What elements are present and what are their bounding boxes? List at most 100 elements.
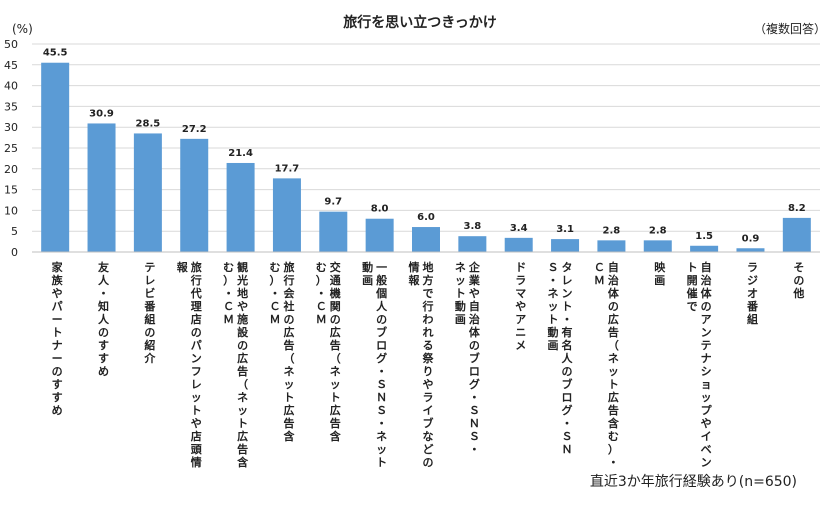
category-char: マ [515,287,526,300]
value-label: 6.0 [417,212,435,223]
y-tick-label: 5 [11,225,18,238]
category-char: の [237,339,248,352]
category-char: ト [455,287,466,300]
category-char: 店 [191,429,202,443]
category-char: 報 [177,260,189,274]
category-char: ト [191,404,202,417]
bar [87,123,116,253]
category-char: 報 [409,273,421,287]
y-tick-label: 45 [4,59,18,72]
category-char: す [52,378,63,391]
category-char: テ [701,339,712,352]
value-label: 27.2 [182,124,207,135]
category-char: シ [701,365,712,378]
bar [133,133,162,252]
category-char: や [52,287,63,300]
category-char: プ [701,403,713,417]
category-char: 自 [469,299,480,313]
category-char: 告 [237,442,248,456]
category-char: Ｓ [469,430,480,443]
category-char: や [237,300,248,313]
bar [319,211,348,252]
category-char: 体 [608,286,620,300]
category-char: ネ [376,430,387,443]
category-char: 広 [608,390,619,404]
category-char: ・ [98,287,109,300]
category-char: 名 [562,338,573,352]
category-char: す [52,391,63,404]
category-char: 画 [654,274,665,287]
category-char: 告 [608,325,619,339]
value-label: 45.5 [43,48,68,59]
category-char: な [423,430,434,443]
category-char: む [223,261,234,274]
category-char: Ｃ [594,261,605,274]
category-char: ー [52,313,63,326]
bar [458,236,487,252]
value-label: 3.8 [463,221,481,232]
category-char: 会 [283,286,295,300]
value-label: 3.4 [510,223,528,234]
category-char: 治 [469,312,480,326]
category-char: む [269,261,280,274]
category-label: その他 [792,261,804,300]
category-char: （ [283,352,294,365]
category-char: イ [701,430,712,443]
category-char: の [376,313,387,326]
category-char: 介 [143,351,156,365]
value-label: 3.1 [556,224,574,235]
category-char: パ [52,300,63,313]
category-label: 映画 [654,260,666,287]
y-tick-label: 10 [4,204,18,217]
category-char: 広 [283,403,294,417]
category-char: ナ [701,352,712,365]
category-char: ブ [562,377,573,391]
category-char: ト [562,300,573,313]
category-char: ） [316,274,327,287]
category-char: ど [423,443,434,456]
category-char: 動 [455,299,466,313]
category-char: 代 [190,286,202,300]
category-char: 自 [608,260,619,274]
category-char: 有 [562,325,573,339]
category-char: 族 [52,273,64,287]
category-char: 番 [143,299,156,313]
category-char: ） [223,274,234,287]
category-char: ・ [376,417,387,430]
category-char: る [423,339,434,352]
category-char: Ｎ [469,417,480,430]
category-char: ッ [283,378,294,391]
value-label: 9.7 [324,197,342,208]
category-char: 含 [282,429,295,443]
category-char: や [515,300,526,313]
category-char: 行 [190,273,202,287]
category-char: の [608,300,619,313]
category-char: テ [144,261,155,274]
category-char: ト [376,456,387,469]
category-char: Ｍ [223,313,234,326]
category-char: 催 [687,286,698,300]
category-char: 組 [144,312,155,326]
category-char: ビ [144,286,155,300]
category-char: ブ [423,416,434,430]
category-char: イ [423,404,434,417]
value-label: 2.8 [649,225,667,236]
bar [643,240,672,252]
bar [551,239,580,252]
chart-title: 旅行を思い立つきっかけ [343,14,496,31]
category-char: Ｓ [376,378,387,391]
category-char: 開 [687,274,698,287]
bar [690,245,719,252]
category-char: 動 [362,260,373,274]
category-char: 含 [236,455,249,469]
category-char: ） [608,443,619,456]
category-char: ラ [515,274,526,287]
category-char: ネ [455,261,466,274]
category-char: ッ [608,365,619,378]
category-char: グ [469,377,480,391]
category-char: の [144,326,155,339]
